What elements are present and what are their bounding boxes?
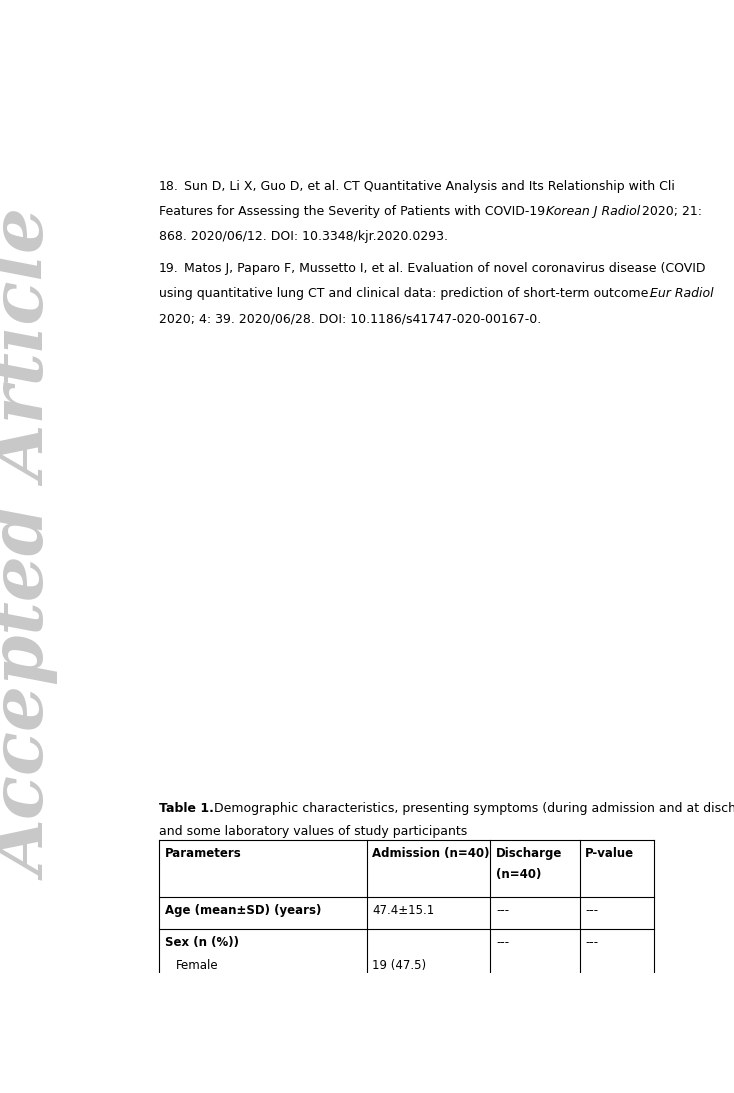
Text: Demographic characteristics, presenting symptoms (during admission and at discha: Demographic characteristics, presenting … [211, 802, 734, 815]
Text: Age (mean±SD) (years): Age (mean±SD) (years) [164, 904, 321, 917]
Text: P-value: P-value [585, 846, 634, 859]
Text: Sun D, Li X, Guo D, et al. CT Quantitative Analysis and Its Relationship with Cl: Sun D, Li X, Guo D, et al. CT Quantitati… [160, 180, 675, 193]
Text: ---: --- [496, 904, 509, 917]
Text: ---: --- [496, 936, 509, 949]
Text: Table 1.: Table 1. [159, 802, 214, 815]
Text: Admission (n=40): Admission (n=40) [372, 846, 490, 859]
Text: Sex (n (%)): Sex (n (%)) [164, 936, 239, 949]
Text: 19 (47.5): 19 (47.5) [372, 960, 426, 973]
Text: Discharge: Discharge [496, 846, 562, 859]
Text: Eur Radiol: Eur Radiol [650, 287, 714, 301]
Text: and some laboratory values of study participants: and some laboratory values of study part… [159, 825, 467, 838]
Text: 2020; 21:: 2020; 21: [638, 205, 702, 219]
Text: using quantitative lung CT and clinical data: prediction of short-term outcome.: using quantitative lung CT and clinical … [159, 287, 656, 301]
Text: ---: --- [585, 936, 598, 949]
Text: Accepted Article: Accepted Article [0, 212, 63, 881]
Text: Features for Assessing the Severity of Patients with COVID-19.: Features for Assessing the Severity of P… [159, 205, 553, 219]
Text: 868. 2020/06/12. DOI: 10.3348/kjr.2020.0293.: 868. 2020/06/12. DOI: 10.3348/kjr.2020.0… [159, 231, 448, 244]
Text: 19.: 19. [159, 262, 178, 275]
Text: 47.4±15.1: 47.4±15.1 [372, 904, 435, 917]
Text: Korean J Radiol: Korean J Radiol [546, 205, 640, 219]
Text: Parameters: Parameters [164, 846, 241, 859]
Text: ---: --- [585, 904, 598, 917]
Text: 18.: 18. [159, 180, 179, 193]
Text: Matos J, Paparo F, Mussetto I, et al. Evaluation of novel coronavirus disease (C: Matos J, Paparo F, Mussetto I, et al. Ev… [160, 262, 705, 275]
Text: 2020; 4: 39. 2020/06/28. DOI: 10.1186/s41747-020-00167-0.: 2020; 4: 39. 2020/06/28. DOI: 10.1186/s4… [159, 313, 541, 326]
Text: Female: Female [176, 960, 219, 973]
Text: (n=40): (n=40) [496, 869, 542, 881]
